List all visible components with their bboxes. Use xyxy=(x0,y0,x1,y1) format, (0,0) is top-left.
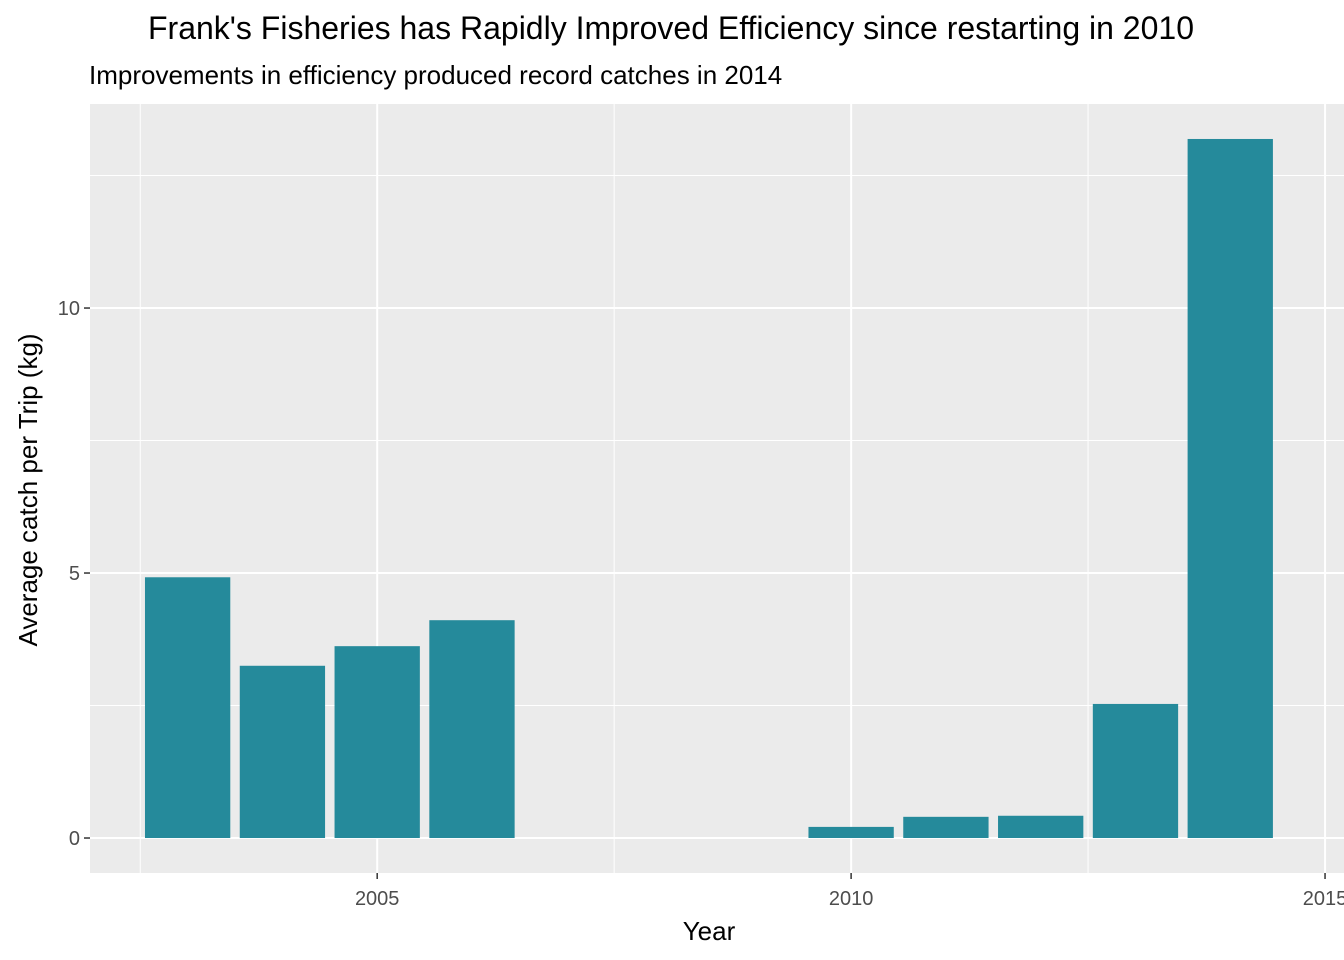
bars xyxy=(144,138,1273,839)
x-axis-label: Year xyxy=(683,916,736,946)
x-tick-label: 2005 xyxy=(355,888,400,910)
bar-2012 xyxy=(998,815,1084,839)
bar-2013 xyxy=(1092,703,1179,839)
y-tick-label: 0 xyxy=(69,828,80,850)
bar-2011 xyxy=(903,816,989,839)
x-tick-label: 2010 xyxy=(829,888,874,910)
bar-2003 xyxy=(144,577,231,839)
chart-title: Frank's Fisheries has Rapidly Improved E… xyxy=(148,10,1194,46)
chart-subtitle: Improvements in efficiency produced reco… xyxy=(89,60,783,90)
bar-2005 xyxy=(334,646,420,839)
gridlines xyxy=(90,104,1344,873)
x-tick-label: 2015 xyxy=(1303,888,1344,910)
bar-2010 xyxy=(808,826,894,839)
y-tick-label: 10 xyxy=(58,298,80,320)
bar-2004 xyxy=(239,665,326,839)
y-axis-label: Average catch per Trip (kg) xyxy=(13,333,43,646)
y-tick-label: 5 xyxy=(69,563,80,585)
bar-2006 xyxy=(429,620,515,839)
axis-ticks: 0 5 10 2005 2010 2015 xyxy=(58,298,1344,910)
bar-2014 xyxy=(1187,138,1273,839)
